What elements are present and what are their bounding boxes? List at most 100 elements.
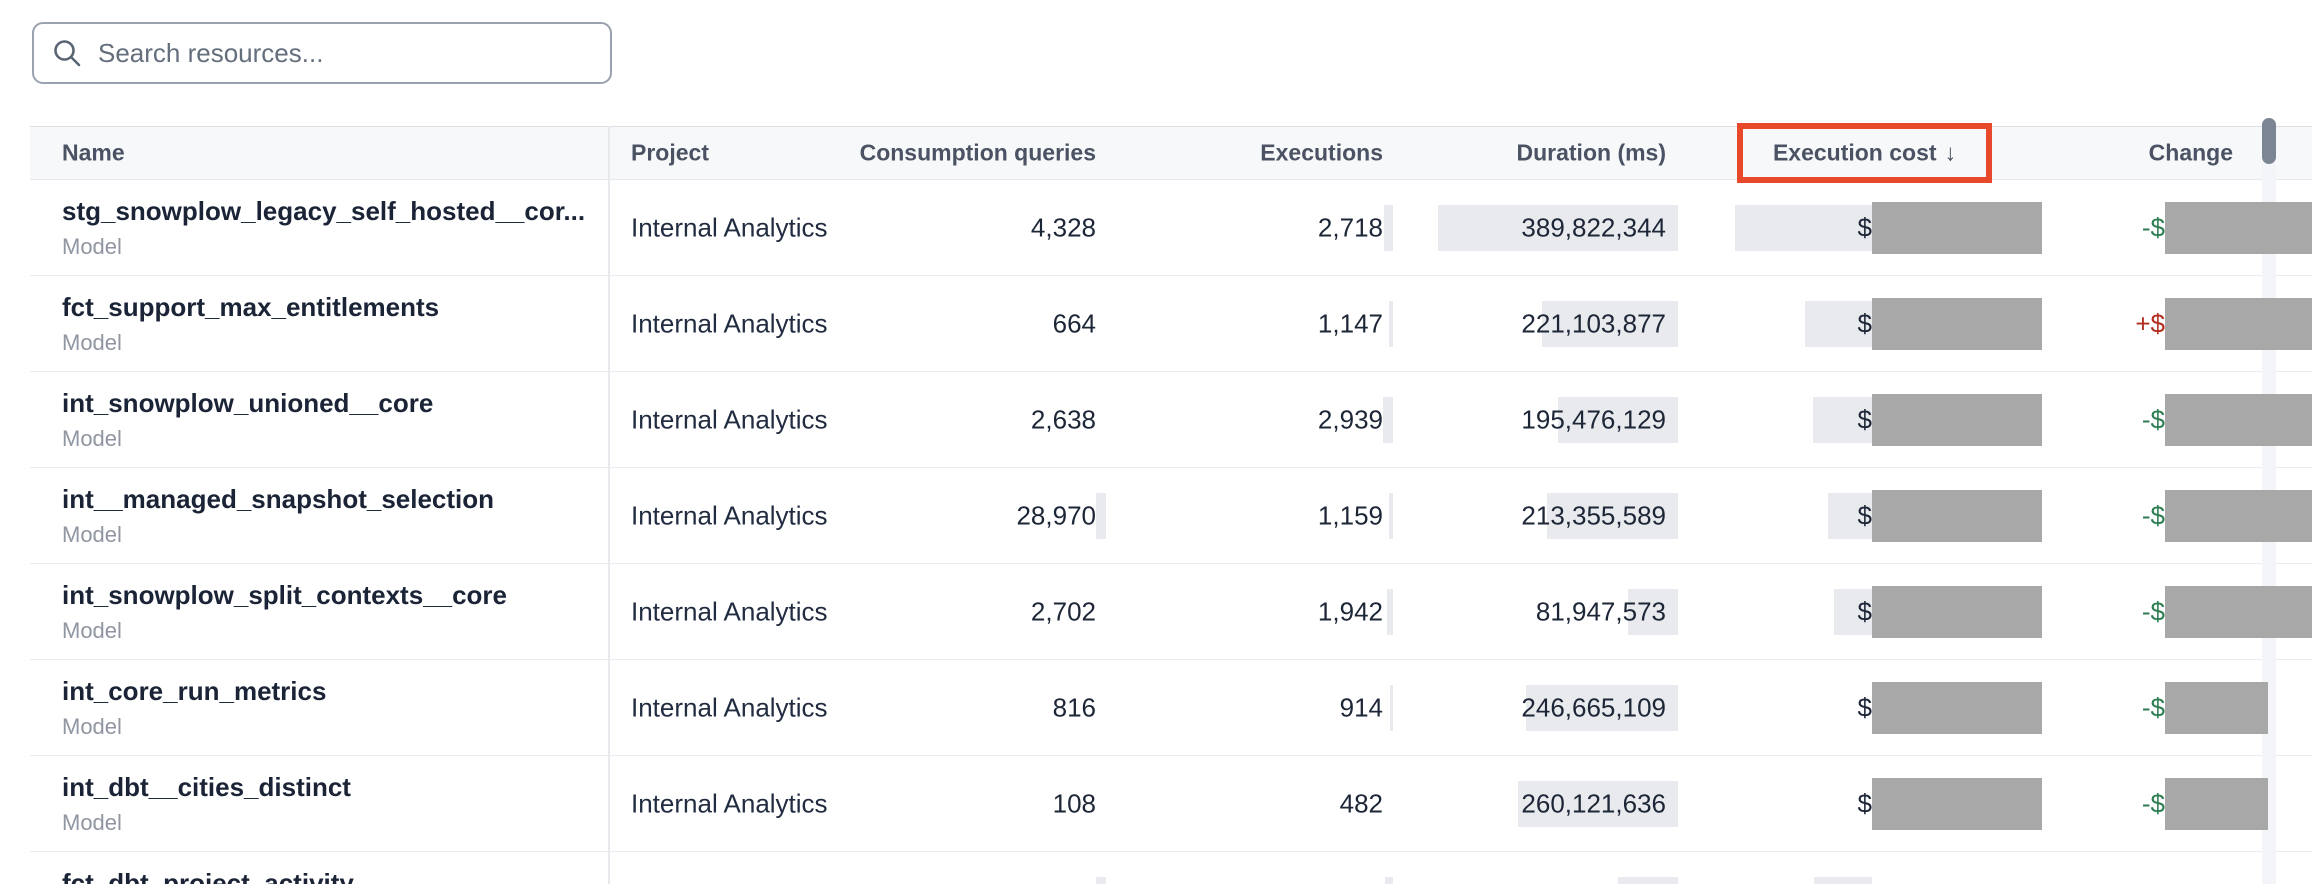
duration-value-bar bbox=[1618, 877, 1678, 884]
executions-value-bar bbox=[1389, 301, 1393, 347]
consumption-queries-cell: 664 bbox=[1052, 308, 1096, 338]
duration-value-bar bbox=[1628, 589, 1678, 635]
resource-name[interactable]: int_dbt__cities_distinct bbox=[62, 772, 351, 802]
search-input[interactable] bbox=[98, 37, 592, 69]
duration-value-bar bbox=[1547, 493, 1678, 539]
duration-cell: 195,476,129 bbox=[1521, 404, 1666, 434]
execution-cost-currency: $ bbox=[1857, 692, 1872, 722]
resource-type-label: Model bbox=[62, 522, 122, 547]
resource-name[interactable]: int__managed_snapshot_selection bbox=[62, 484, 495, 514]
consumption-queries-cell: 816 bbox=[1052, 692, 1096, 722]
change-redaction bbox=[2165, 586, 2312, 638]
table-row[interactable]: int__managed_snapshot_selection Model In… bbox=[30, 468, 2312, 564]
duration-value-bar bbox=[1526, 685, 1678, 731]
execution-cost-currency: $ bbox=[1857, 500, 1872, 530]
duration-value-bar bbox=[1558, 397, 1678, 443]
project-cell: Internal Analytics bbox=[631, 788, 828, 818]
column-header-execution-cost[interactable]: Execution cost ↓ bbox=[1737, 140, 1992, 167]
executions-cell: 1,942 bbox=[1317, 596, 1383, 626]
executions-cell: 2,718 bbox=[1317, 212, 1383, 242]
duration-cell: 213,355,589 bbox=[1521, 500, 1666, 530]
execution-cost-redaction bbox=[1872, 202, 2042, 254]
execution-cost-redaction bbox=[1872, 394, 2042, 446]
duration-value-bar bbox=[1518, 781, 1678, 827]
resources-table: Name Project Consumption queries Executi… bbox=[30, 123, 2312, 884]
column-header-change[interactable]: Change bbox=[2148, 139, 2233, 166]
resource-name[interactable]: int_snowplow_split_contexts__core bbox=[62, 580, 508, 610]
table-row[interactable]: int_snowplow_unioned__core Model Interna… bbox=[30, 372, 2312, 468]
resource-name[interactable]: int_snowplow_unioned__core bbox=[62, 388, 434, 418]
executions-cell: 914 bbox=[1339, 692, 1383, 722]
resource-type-label: Model bbox=[62, 426, 122, 451]
resource-type-label: Model bbox=[62, 330, 122, 355]
duration-value-bar bbox=[1438, 205, 1678, 251]
executions-value-bar bbox=[1390, 685, 1393, 731]
project-cell: Internal Analytics bbox=[631, 308, 828, 338]
consumption-queries-cell: 4,328 bbox=[1030, 212, 1096, 242]
execution-cost-value-bar bbox=[1805, 301, 1872, 347]
execution-cost-currency: $ bbox=[1857, 404, 1872, 434]
execution-cost-redaction bbox=[1872, 778, 2042, 830]
table-row[interactable]: int_snowplow_split_contexts__core Model … bbox=[30, 564, 2312, 660]
change-sign: -$ bbox=[2141, 788, 2165, 818]
project-cell: Internal Analytics bbox=[631, 404, 828, 434]
duration-value-bar bbox=[1542, 301, 1678, 347]
executions-cell: 482 bbox=[1339, 788, 1383, 818]
column-header-duration[interactable]: Duration (ms) bbox=[1516, 139, 1667, 166]
duration-cell: 221,103,877 bbox=[1521, 308, 1666, 338]
resource-name[interactable]: fct_dbt_project_activity bbox=[62, 868, 354, 884]
name-column-divider bbox=[608, 126, 610, 884]
search-icon bbox=[54, 40, 81, 67]
executions-value-bar bbox=[1387, 589, 1393, 635]
table-row[interactable]: fct_dbt_project_activity Model bbox=[30, 852, 2312, 884]
executions-value-bar bbox=[1383, 397, 1393, 443]
change-redaction bbox=[2165, 298, 2312, 350]
change-redaction bbox=[2165, 490, 2312, 542]
table-row[interactable]: int_core_run_metrics Model Internal Anal… bbox=[30, 660, 2312, 756]
execution-cost-currency: $ bbox=[1857, 788, 1872, 818]
change-sign: -$ bbox=[2141, 500, 2165, 530]
execution-cost-redaction bbox=[1872, 490, 2042, 542]
execution-cost-value-bar bbox=[1834, 589, 1872, 635]
change-sign: +$ bbox=[2135, 308, 2165, 338]
execution-cost-currency: $ bbox=[1857, 308, 1872, 338]
resource-type-label: Model bbox=[62, 618, 122, 643]
resource-type-label: Model bbox=[62, 810, 122, 835]
resource-name[interactable]: fct_support_max_entitlements bbox=[62, 292, 440, 322]
execution-cost-redaction bbox=[1872, 682, 2042, 734]
consumption-queries-cell: 108 bbox=[1052, 788, 1096, 818]
execution-cost-value-bar bbox=[1735, 205, 1872, 251]
change-sign: -$ bbox=[2141, 596, 2165, 626]
column-header-name[interactable]: Name bbox=[62, 139, 125, 166]
column-header-consumption-queries[interactable]: Consumption queries bbox=[859, 139, 1096, 166]
scrollbar-thumb[interactable] bbox=[2262, 118, 2276, 164]
column-header-executions[interactable]: Executions bbox=[1260, 139, 1383, 166]
consumption-queries-value-bar bbox=[1096, 877, 1106, 884]
search-box[interactable] bbox=[32, 22, 612, 84]
project-cell: Internal Analytics bbox=[631, 212, 828, 242]
consumption-queries-cell: 2,702 bbox=[1030, 596, 1096, 626]
executions-value-bar bbox=[1389, 493, 1393, 539]
change-redaction bbox=[2165, 202, 2312, 254]
execution-cost-value-bar bbox=[1813, 397, 1872, 443]
change-redaction bbox=[2165, 394, 2312, 446]
project-cell: Internal Analytics bbox=[631, 692, 828, 722]
table-row[interactable]: fct_support_max_entitlements Model Inter… bbox=[30, 276, 2312, 372]
column-header-project[interactable]: Project bbox=[631, 139, 709, 166]
change-sign: -$ bbox=[2141, 692, 2165, 722]
table-row[interactable]: int_dbt__cities_distinct Model Internal … bbox=[30, 756, 2312, 852]
change-redaction bbox=[2165, 778, 2268, 830]
execution-cost-currency: $ bbox=[1857, 212, 1872, 242]
executions-cell: 1,159 bbox=[1317, 500, 1383, 530]
table-row[interactable]: stg_snowplow_legacy_self_hosted__cor... … bbox=[30, 180, 2312, 276]
execution-cost-value-bar bbox=[1828, 493, 1872, 539]
executions-cell: 2,939 bbox=[1317, 404, 1383, 434]
resource-name[interactable]: stg_snowplow_legacy_self_hosted__cor... bbox=[62, 196, 586, 226]
sort-desc-arrow-icon: ↓ bbox=[1944, 139, 1957, 166]
resource-name[interactable]: int_core_run_metrics bbox=[62, 676, 327, 706]
consumption-queries-cell: 2,638 bbox=[1030, 404, 1096, 434]
change-sign: -$ bbox=[2141, 404, 2165, 434]
consumption-queries-value-bar bbox=[1096, 493, 1106, 539]
project-cell: Internal Analytics bbox=[631, 596, 828, 626]
